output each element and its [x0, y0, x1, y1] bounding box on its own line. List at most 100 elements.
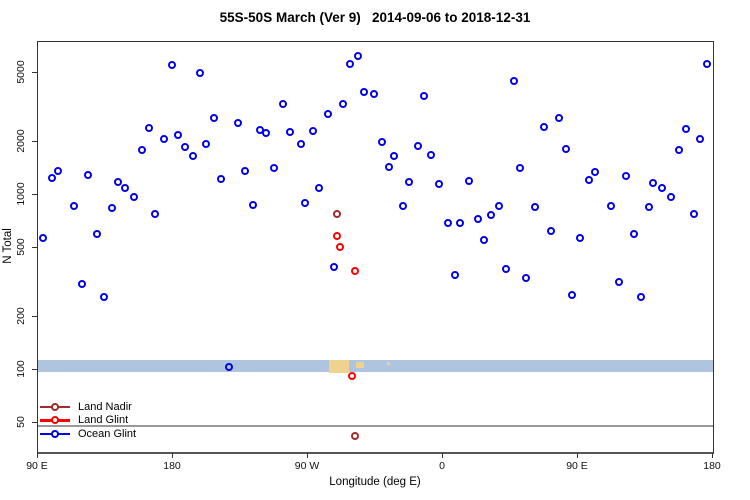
- ocean-glint-marker-icon: [40, 429, 70, 439]
- ocean-glint-point: [77, 280, 86, 288]
- ocean-glint-point: [338, 100, 347, 109]
- x-axis-tick-label: 90 E: [26, 460, 48, 472]
- ocean-glint-point: [629, 229, 638, 238]
- land-glint-point: [332, 232, 341, 241]
- y-axis-tick: [32, 71, 37, 73]
- ocean-glint-point: [413, 142, 422, 151]
- ocean-glint-point: [682, 125, 690, 134]
- ocean-glint-point: [100, 293, 108, 302]
- y-axis-title: N Total: [2, 228, 14, 264]
- ocean-glint-point: [278, 100, 287, 109]
- ocean-glint-point: [389, 151, 398, 160]
- ocean-glint-point: [404, 178, 413, 187]
- land-glint-point: [347, 371, 356, 380]
- y-axis-tick: [32, 141, 37, 143]
- ocean-glint-point: [209, 114, 218, 123]
- ocean-glint-point: [308, 127, 317, 136]
- ocean-glint-point: [145, 124, 153, 133]
- y-axis-tick-label: 500: [15, 237, 27, 256]
- ocean-glint-point: [575, 233, 584, 242]
- ocean-glint-point: [547, 226, 555, 235]
- ocean-glint-point: [451, 270, 459, 279]
- land-glint-point: [335, 242, 344, 251]
- ocean-glint-point: [286, 127, 294, 136]
- ocean-glint-point: [385, 163, 393, 172]
- ocean-glint-point: [667, 192, 675, 201]
- ocean-glint-point: [644, 203, 653, 212]
- y-axis-tick-label: 1000: [15, 182, 27, 206]
- ocean-glint-point: [269, 164, 278, 173]
- ocean-glint-point: [329, 262, 338, 271]
- ocean-glint-point: [509, 76, 518, 85]
- ocean-glint-point: [562, 145, 570, 154]
- legend-label: Land Nadir: [78, 400, 132, 413]
- ocean-glint-point: [487, 210, 495, 219]
- legend-item-land-nadir: Land Nadir: [40, 400, 136, 414]
- ocean-glint-point: [658, 184, 666, 193]
- ocean-glint-point: [70, 201, 78, 210]
- ocean-glint-point: [217, 175, 225, 184]
- ocean-glint-point: [323, 110, 332, 119]
- ocean-glint-point: [455, 219, 464, 228]
- ocean-glint-point: [137, 146, 146, 155]
- ocean-glint-point: [233, 119, 242, 128]
- ocean-glint-point: [359, 87, 368, 96]
- ocean-glint-point: [649, 179, 657, 188]
- chart-title: 55S-50S March (Ver 9) 2014-09-06 to 2018…: [219, 10, 531, 25]
- land-nadir-point: [332, 209, 341, 218]
- ocean-glint-point: [121, 183, 129, 192]
- ocean-glint-point: [689, 209, 698, 218]
- legend-item-land-glint: Land Glint: [40, 414, 136, 428]
- ocean-glint-point: [568, 290, 576, 299]
- map-strip-land: [329, 360, 350, 373]
- y-axis-tick: [32, 246, 37, 248]
- y-axis-tick-label: 100: [15, 360, 27, 378]
- ocean-glint-point: [554, 114, 563, 123]
- ocean-glint-point: [515, 163, 524, 172]
- x-axis-title: Longitude (deg E): [329, 476, 421, 488]
- land-nadir-point: [350, 431, 359, 440]
- ocean-glint-point: [301, 199, 309, 207]
- ocean-glint-point: [398, 202, 407, 211]
- map-strip-ocean: [38, 360, 713, 372]
- ocean-glint-point: [674, 146, 683, 155]
- ocean-glint-point: [188, 152, 197, 161]
- ocean-glint-point: [113, 177, 122, 186]
- y-axis-tick-label: 200: [15, 307, 27, 326]
- ocean-glint-point: [346, 60, 354, 69]
- ocean-glint-point: [695, 134, 704, 143]
- ocean-glint-point: [622, 171, 630, 180]
- x-axis-tick: [307, 453, 308, 458]
- ocean-glint-point: [703, 60, 711, 69]
- ocean-glint-point: [590, 168, 599, 177]
- land-nadir-marker-icon: [40, 402, 70, 412]
- ocean-glint-point: [47, 174, 56, 183]
- ocean-glint-point: [107, 204, 116, 213]
- map-strip-land: [386, 362, 390, 365]
- ocean-glint-point: [419, 91, 428, 100]
- x-axis-tick: [172, 453, 173, 458]
- ocean-glint-point: [353, 52, 362, 61]
- plot-area: Land Nadir Land Glint Ocean Glint: [37, 41, 714, 454]
- ocean-glint-point: [202, 140, 210, 149]
- y-axis-tick: [32, 316, 37, 318]
- ocean-glint-point: [539, 123, 548, 132]
- ocean-glint-point: [248, 200, 257, 209]
- ocean-glint-point: [167, 61, 176, 70]
- reference-line: [38, 424, 713, 427]
- x-axis-tick-label: 180: [163, 460, 181, 472]
- ocean-glint-point: [614, 277, 623, 286]
- legend: Land Nadir Land Glint Ocean Glint: [40, 400, 136, 441]
- ocean-glint-point: [494, 201, 503, 210]
- x-axis-tick-label: 90 E: [566, 460, 588, 472]
- ocean-glint-point: [38, 233, 47, 242]
- x-axis-tick: [37, 453, 38, 458]
- y-axis-tick-label: 2000: [15, 129, 27, 153]
- ocean-glint-point: [160, 134, 168, 143]
- ocean-glint-point: [521, 274, 530, 283]
- ocean-glint-point: [427, 150, 435, 159]
- ocean-glint-point: [53, 166, 62, 175]
- ocean-glint-point: [83, 171, 92, 180]
- ocean-glint-point: [584, 175, 593, 184]
- legend-label: Land Glint: [78, 414, 129, 427]
